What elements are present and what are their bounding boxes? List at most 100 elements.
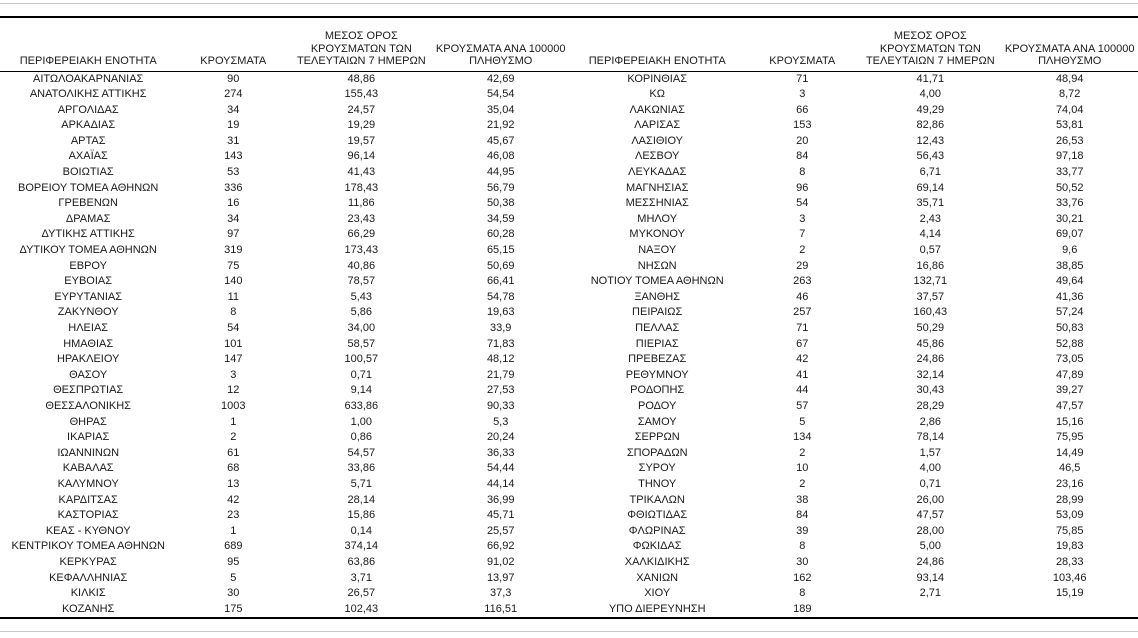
cases-cell: 30 (796, 555, 809, 568)
table-row: ΚΕΦΑΛΛΗΝΙΑΣ 5 3,71 13,97 (0, 571, 569, 587)
avg-7day-cases-cell: 19,57 (347, 134, 376, 147)
avg-7day-cases-cell: 66,29 (347, 228, 376, 241)
table-row: ΕΒΡΟΥ 75 40,86 50,69 (0, 259, 569, 275)
cases-per-100k-cell: 116,51 (484, 602, 518, 615)
cases-cell: 319 (224, 244, 243, 257)
cases-cell: 67 (796, 337, 809, 350)
region-name-cell: ΑΙΤΩΛΟΑΚΑΡΝΑΝΙΑΣ (32, 72, 144, 85)
cases-per-100k-cell: 90,33 (486, 399, 515, 412)
avg-7day-cases-cell: 0,71 (919, 477, 941, 490)
avg-7day-cases-cell: 4,00 (919, 462, 941, 475)
avg-7day-cases-cell: 4,00 (919, 88, 941, 101)
cases-per-100k-cell: 33,76 (1055, 197, 1084, 210)
column-header: ΜΕΣΟΣ ΟΡΟΣ ΚΡΟΥΣΜΑΤΩΝ ΤΩΝ ΤΕΛΕΥΤΑΙΩΝ 7 Η… (859, 18, 1002, 72)
table-row: ΜΗΛΟΥ 3 2,43 30,21 (569, 212, 1138, 228)
region-name-cell: ΧΑΝΙΩΝ (636, 571, 679, 584)
region-name-cell: ΣΠΟΡΑΔΩΝ (626, 446, 688, 459)
cases-cell: 54 (227, 322, 240, 334)
table-row: ΛΕΣΒΟΥ 84 56,43 97,18 (569, 149, 1138, 165)
region-name-cell: ΛΕΣΒΟΥ (635, 150, 680, 163)
table-row: ΦΘΙΩΤΙΔΑΣ 84 47,57 53,09 (569, 508, 1138, 524)
avg-7day-cases-cell: 16,86 (916, 259, 945, 272)
cases-per-100k-cell: 15,16 (1055, 415, 1084, 428)
avg-7day-cases-cell: 0,14 (350, 524, 372, 537)
avg-7day-cases-cell: 4,14 (919, 228, 941, 241)
table-row: ΑΡΓΟΛΙΔΑΣ 34 24,57 35,04 (0, 103, 569, 119)
cases-cell: 34 (227, 212, 240, 225)
cases-per-100k-cell: 49,64 (1055, 275, 1084, 288)
cases-cell: 153 (793, 119, 812, 132)
cases-per-100k-cell (1001, 602, 1138, 618)
cases-per-100k-cell: 26,53 (1055, 134, 1084, 147)
avg-7day-cases-cell: 45,86 (916, 337, 945, 350)
cases-per-100k-cell: 35,04 (486, 103, 515, 116)
region-name-cell: ΖΑΚΥΝΘΟΥ (57, 306, 119, 319)
cases-cell: 13 (227, 477, 240, 490)
region-name-cell: ΗΛΕΙΑΣ (68, 322, 109, 334)
avg-7day-cases-cell: 63,86 (347, 555, 376, 568)
table-row: ΥΠΟ ΔΙΕΡΕΥΝΗΣΗ 189 (569, 602, 1138, 618)
table-row: ΚΩ 3 4,00 8,72 (569, 87, 1138, 103)
avg-7day-cases-cell: 50,29 (916, 322, 945, 334)
avg-7day-cases-cell: 28,00 (916, 524, 945, 537)
cases-per-100k-cell: 54,44 (486, 462, 515, 475)
cases-per-100k-cell: 69,07 (1055, 228, 1084, 241)
cases-cell: 8 (799, 587, 806, 600)
cases-cell: 134 (793, 431, 812, 444)
cases-per-100k-cell: 46,5 (1059, 462, 1081, 475)
cases-cell: 96 (796, 181, 809, 194)
table-row: ΘΕΣΠΡΩΤΙΑΣ 12 9,14 27,53 (0, 383, 569, 399)
region-name-cell: ΚΑΒΑΛΑΣ (62, 462, 114, 475)
avg-7day-cases-cell: 100,57 (344, 353, 379, 366)
region-name-cell: ΛΕΥΚΑΔΑΣ (628, 166, 687, 179)
cases-cell: 16 (227, 197, 240, 210)
table-row: ΚΟΖΑΝΗΣ 175 102,43 116,51 (0, 602, 569, 618)
region-name-cell: ΠΕΙΡΑΙΩΣ (632, 306, 683, 319)
region-name-cell: ΥΠΟ ΔΙΕΡΕΥΝΗΣΗ (608, 602, 706, 615)
avg-7day-cases-cell: 32,14 (916, 368, 945, 381)
avg-7day-cases-cell (859, 602, 1001, 618)
region-name-cell: ΦΘΙΩΤΙΔΑΣ (627, 509, 688, 522)
region-name-cell: ΧΙΟΥ (644, 587, 671, 600)
cases-cell: 20 (796, 134, 809, 147)
cases-cell: 2 (230, 431, 237, 444)
cases-cell: 66 (796, 103, 809, 116)
avg-7day-cases-cell: 2,43 (919, 212, 941, 225)
cases-per-100k-cell: 38,85 (1055, 259, 1084, 272)
cases-per-100k-cell: 91,02 (486, 555, 515, 568)
avg-7day-cases-cell: 0,71 (350, 368, 372, 381)
table-row: ΖΑΚΥΝΘΟΥ 8 5,86 19,63 (0, 305, 569, 321)
region-name-cell: ΑΡΚΑΔΙΑΣ (61, 119, 116, 132)
cases-cell: 3 (799, 88, 806, 101)
region-name-cell: ΦΛΩΡΙΝΑΣ (628, 524, 686, 537)
region-name-cell: ΠΙΕΡΙΑΣ (635, 337, 679, 350)
cases-cell: 75 (227, 259, 240, 272)
avg-7day-cases-cell: 41,43 (347, 166, 376, 179)
cases-per-100k-cell: 103,46 (1052, 571, 1087, 584)
column-header: ΚΡΟΥΣΜΑΤΑ (176, 18, 291, 72)
cases-per-100k-cell: 28,99 (1055, 493, 1084, 506)
region-name-cell: ΘΗΡΑΣ (69, 415, 107, 428)
avg-7day-cases-cell: 5,86 (350, 306, 372, 319)
cases-per-100k-cell: 60,28 (486, 228, 515, 241)
table-row: ΗΜΑΘΙΑΣ 101 58,57 71,83 (0, 337, 569, 353)
cases-per-100k-cell: 50,38 (486, 197, 515, 210)
column-header: ΚΡΟΥΣΜΑΤΑ ΑΝΑ 100000 ΠΛΗΘΥΣΜΟ (432, 18, 569, 72)
cases-cell: 1 (230, 524, 237, 537)
avg-7day-cases-cell: 56,43 (916, 150, 945, 163)
avg-7day-cases-cell: 78,57 (347, 275, 376, 288)
region-name-cell: ΣΕΡΡΩΝ (634, 431, 680, 444)
cases-per-100k-cell: 48,12 (486, 353, 515, 366)
region-name-cell: ΗΡΑΚΛΕΙΟΥ (56, 353, 120, 366)
region-name-cell: ΑΡΓΟΛΙΔΑΣ (57, 103, 119, 116)
cases-cell: 46 (796, 290, 809, 303)
region-name-cell: ΚΟΡΙΝΘΙΑΣ (627, 72, 687, 85)
region-name-cell: ΡΟΔΟΥ (638, 399, 677, 412)
cases-cell: 162 (793, 571, 812, 584)
avg-7day-cases-cell: 5,71 (350, 477, 372, 490)
bottom-light-rule (0, 631, 1138, 633)
region-name-cell: ΚΟΖΑΝΗΣ (62, 602, 115, 615)
avg-7day-cases-cell: 160,43 (913, 306, 948, 319)
table-row: ΜΑΓΝΗΣΙΑΣ 96 69,14 50,52 (569, 181, 1138, 197)
cases-cell: 274 (224, 88, 243, 101)
